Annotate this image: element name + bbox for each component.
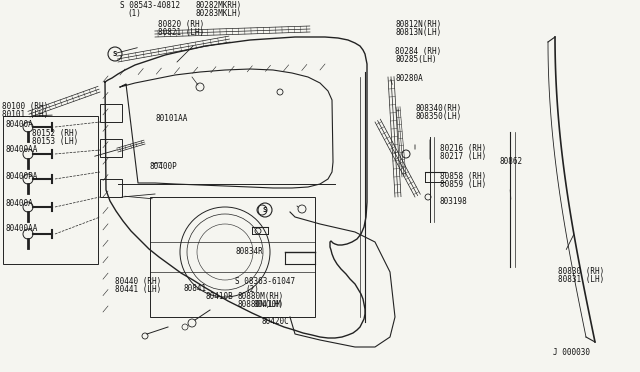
Text: J 000030: J 000030	[553, 348, 590, 357]
Text: S: S	[113, 51, 117, 57]
Text: (2): (2)	[245, 285, 259, 294]
Text: 80100 (RH): 80100 (RH)	[2, 102, 48, 111]
Text: 80858 (RH): 80858 (RH)	[440, 172, 486, 181]
Text: 80820 (RH): 80820 (RH)	[158, 20, 204, 29]
Text: 80282MKRH): 80282MKRH)	[195, 1, 241, 10]
Text: 80101 (LH): 80101 (LH)	[2, 110, 48, 119]
Text: 80101AA: 80101AA	[155, 114, 188, 123]
Text: 80420C: 80420C	[262, 317, 290, 326]
Text: 80880N(LH): 80880N(LH)	[238, 300, 284, 309]
Text: 808340(RH): 808340(RH)	[415, 104, 461, 113]
Text: 80441 (LH): 80441 (LH)	[115, 285, 161, 294]
Bar	[150, 197, 315, 317]
Text: 80153 (LH): 80153 (LH)	[32, 137, 78, 146]
Text: 80812N(RH): 80812N(RH)	[395, 20, 441, 29]
Text: 80283MKLH): 80283MKLH)	[195, 9, 241, 18]
Text: 80440 (RH): 80440 (RH)	[115, 277, 161, 286]
Text: 80834R: 80834R	[235, 247, 263, 256]
Bar	[100, 179, 122, 197]
Text: 80400A: 80400A	[5, 120, 33, 129]
Bar	[100, 139, 122, 157]
Text: 80862: 80862	[500, 157, 523, 166]
Text: 80285(LH): 80285(LH)	[395, 55, 436, 64]
Text: 80400A: 80400A	[5, 199, 33, 208]
Text: 80410M: 80410M	[253, 300, 281, 309]
Text: 80400AA: 80400AA	[5, 145, 37, 154]
Text: S 08543-40812: S 08543-40812	[120, 1, 180, 10]
Text: S 08363-61047: S 08363-61047	[235, 277, 295, 286]
Text: 80410B: 80410B	[205, 292, 233, 301]
Text: 80280A: 80280A	[395, 74, 423, 83]
Text: 80813N(LH): 80813N(LH)	[395, 28, 441, 37]
Text: 80821 (LH): 80821 (LH)	[158, 28, 204, 37]
Text: 80284 (RH): 80284 (RH)	[395, 47, 441, 56]
Bar	[100, 104, 122, 122]
Bar	[3, 116, 98, 264]
Text: (1): (1)	[127, 9, 141, 18]
Text: 80841: 80841	[183, 284, 206, 293]
Text: 808350(LH): 808350(LH)	[415, 112, 461, 121]
Text: 80217 (LH): 80217 (LH)	[440, 152, 486, 161]
Text: 80880M(RH): 80880M(RH)	[238, 292, 284, 301]
Text: 80859 (LH): 80859 (LH)	[440, 180, 486, 189]
Text: 80831 (LH): 80831 (LH)	[558, 275, 604, 284]
Text: 803198: 803198	[440, 197, 468, 206]
Text: 80400AA: 80400AA	[5, 224, 37, 233]
Text: 80830 (RH): 80830 (RH)	[558, 267, 604, 276]
Text: 80400P: 80400P	[150, 162, 178, 171]
Text: 80152 (RH): 80152 (RH)	[32, 129, 78, 138]
Text: S: S	[263, 207, 267, 213]
Text: 80400PA: 80400PA	[5, 172, 37, 181]
Text: 80216 (RH): 80216 (RH)	[440, 144, 486, 153]
